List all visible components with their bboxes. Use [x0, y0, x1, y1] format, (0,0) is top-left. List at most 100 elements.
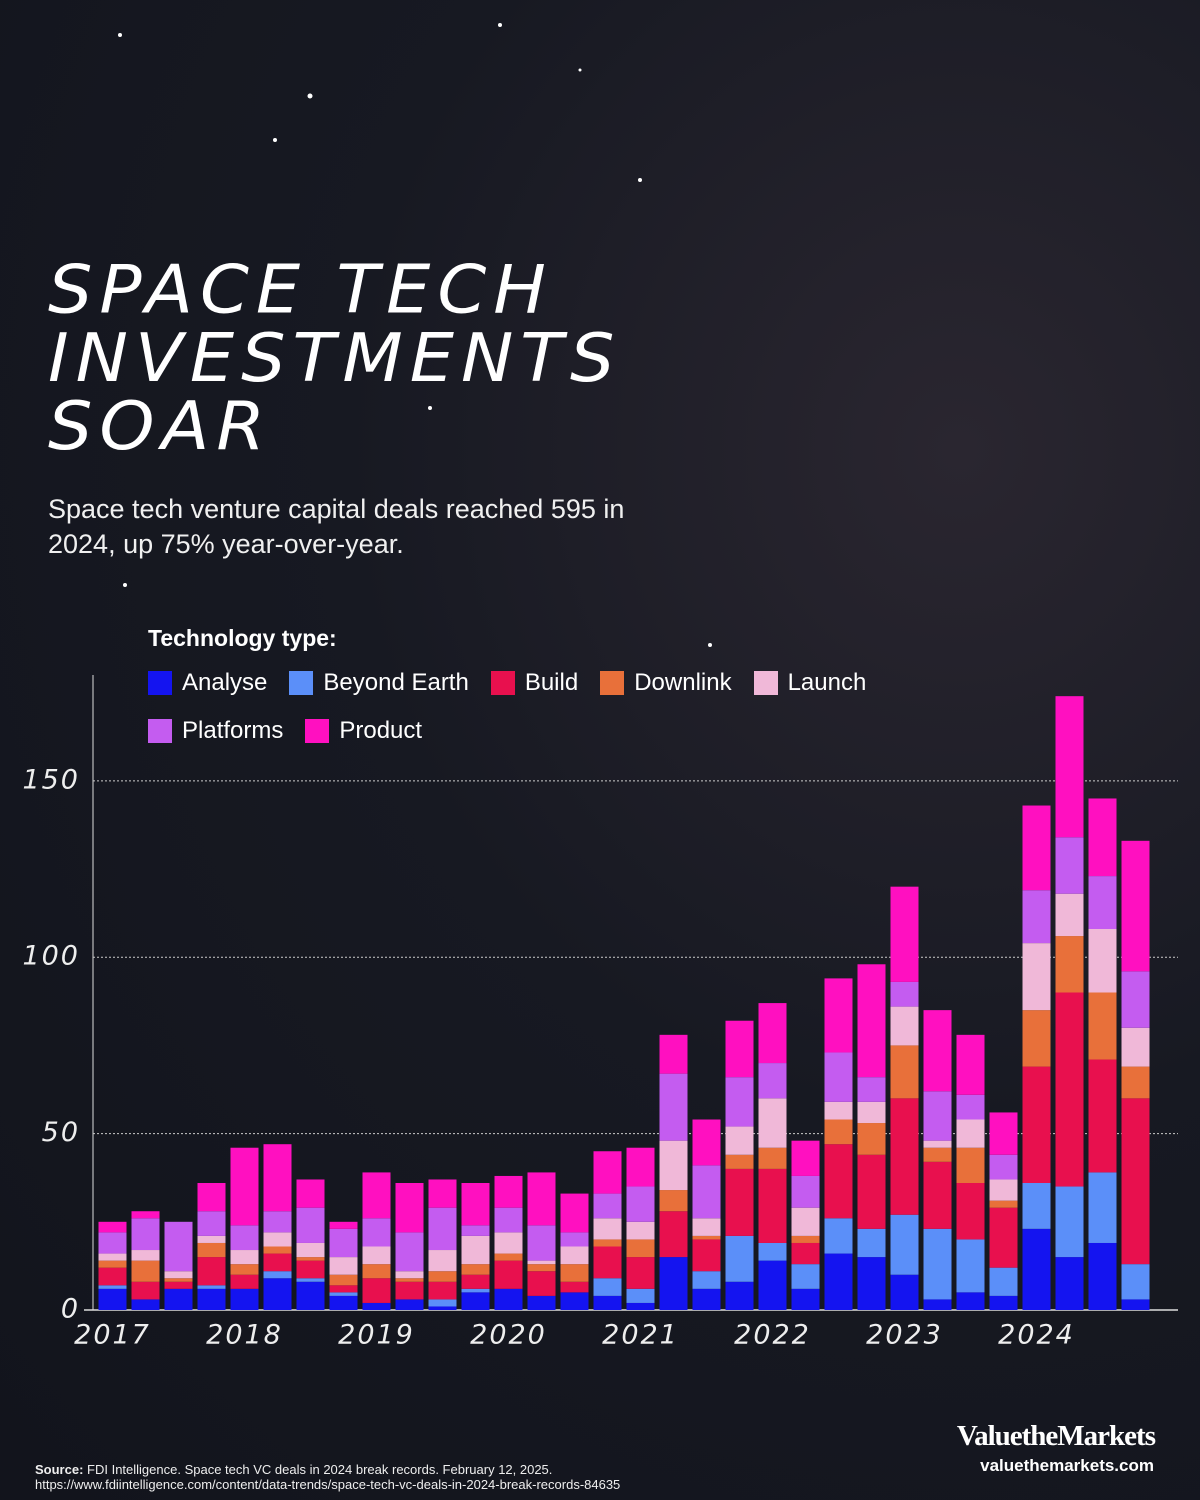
bar-segment — [164, 1278, 193, 1282]
bar-segment — [428, 1299, 457, 1307]
bar-segment — [1121, 1098, 1150, 1265]
bar-segment — [956, 1239, 985, 1293]
bar-segment — [263, 1271, 292, 1279]
bar-segment — [263, 1278, 292, 1310]
bar-segment — [395, 1271, 424, 1279]
bar-segment — [857, 1101, 886, 1124]
title: SPACE TECH INVESTMENTS SOAR — [48, 250, 622, 466]
bar-segment — [692, 1165, 721, 1219]
bar-segment — [1055, 893, 1084, 937]
bar-segment — [1121, 1066, 1150, 1099]
legend-label: Platforms — [182, 717, 284, 744]
legend-item: Beyond Earth — [289, 668, 469, 698]
bar-segment — [824, 1101, 853, 1120]
bar-segment — [1121, 971, 1150, 1028]
bar-segment — [824, 1218, 853, 1254]
bar-segment — [857, 1123, 886, 1155]
brand: ValuetheMarkets — [956, 1420, 1156, 1452]
bar-segment — [1121, 1299, 1150, 1310]
bar-segment — [197, 1257, 226, 1286]
bar-segment — [428, 1271, 457, 1282]
legend-label: Launch — [787, 669, 867, 696]
bar-segment — [692, 1235, 721, 1240]
bar-segment — [131, 1281, 160, 1300]
bar-segment — [131, 1218, 160, 1251]
bar-segment — [560, 1281, 589, 1293]
bar-segment — [296, 1260, 325, 1279]
legend-swatch — [289, 671, 314, 695]
bar-segment — [857, 1257, 886, 1310]
bar-segment — [461, 1225, 490, 1236]
bar-segment — [692, 1218, 721, 1236]
bar-segment — [362, 1264, 391, 1279]
bar-segment — [1055, 992, 1084, 1187]
bar-segment — [1022, 1183, 1051, 1229]
star — [428, 406, 432, 410]
bar-segment — [659, 1211, 688, 1258]
bar-segment — [1022, 1228, 1051, 1310]
bar-segment — [758, 1242, 787, 1261]
bar-segment — [1088, 992, 1117, 1060]
bar-segment — [824, 1144, 853, 1219]
bar-segment — [758, 1168, 787, 1243]
legend-label: Analyse — [182, 669, 268, 696]
bar-segment — [659, 1073, 688, 1141]
bar-segment — [527, 1264, 556, 1272]
bar-segment — [692, 1271, 721, 1289]
bar-segment — [296, 1281, 325, 1310]
legend-label: Beyond Earth — [323, 669, 469, 696]
bar-segment — [461, 1264, 490, 1275]
bar-segment — [659, 1140, 688, 1191]
legend-swatch — [305, 719, 330, 743]
bar-segment — [1055, 1257, 1084, 1310]
bar-segment — [395, 1281, 424, 1300]
bar-segment — [989, 1267, 1018, 1296]
legend-title: Technology type: — [148, 625, 337, 651]
bar-segment — [395, 1183, 424, 1233]
bar-segment — [362, 1302, 391, 1310]
legend-swatch — [600, 671, 625, 695]
bar-segment — [857, 1228, 886, 1258]
bar-segment — [593, 1239, 622, 1247]
bar-segment — [857, 1154, 886, 1229]
bar-segment — [692, 1239, 721, 1272]
star — [307, 93, 313, 99]
legend-item: Build — [490, 668, 579, 698]
bar-segment — [197, 1242, 226, 1258]
bar-segment — [131, 1260, 160, 1282]
bar-segment — [857, 1077, 886, 1102]
x-tick-label: 2019 — [338, 1320, 415, 1351]
bar-segment — [362, 1172, 391, 1219]
bar-segment — [989, 1200, 1018, 1208]
bar-segment — [1022, 805, 1051, 891]
bar-segment — [758, 1098, 787, 1148]
legend-label: Build — [524, 669, 579, 696]
bar-segment — [890, 1274, 919, 1310]
bar-segment — [890, 886, 919, 982]
bar-segment — [164, 1281, 193, 1289]
bar-segment — [197, 1285, 226, 1289]
bar-segment — [263, 1144, 292, 1212]
bar-segment — [1055, 837, 1084, 894]
bar-segment — [461, 1183, 490, 1226]
bar-segment — [824, 1052, 853, 1102]
bar-segment — [230, 1274, 259, 1289]
bar-segment — [989, 1179, 1018, 1201]
bar-segment — [263, 1253, 292, 1272]
bar-segment — [923, 1010, 952, 1092]
bar-segment — [329, 1228, 358, 1258]
bar-segment — [890, 1214, 919, 1275]
bar-segment — [1088, 929, 1117, 993]
bar-segment — [626, 1147, 655, 1187]
bar-segment — [428, 1281, 457, 1300]
bar-segment — [560, 1292, 589, 1310]
bar-segment — [857, 964, 886, 1078]
bar-segment — [593, 1295, 622, 1310]
bar-segment — [923, 1147, 952, 1162]
bar-segment — [164, 1288, 193, 1310]
bar-segment — [791, 1242, 820, 1265]
bar-segment — [1055, 936, 1084, 993]
bar-segment — [923, 1140, 952, 1148]
legend-swatch — [490, 671, 515, 695]
